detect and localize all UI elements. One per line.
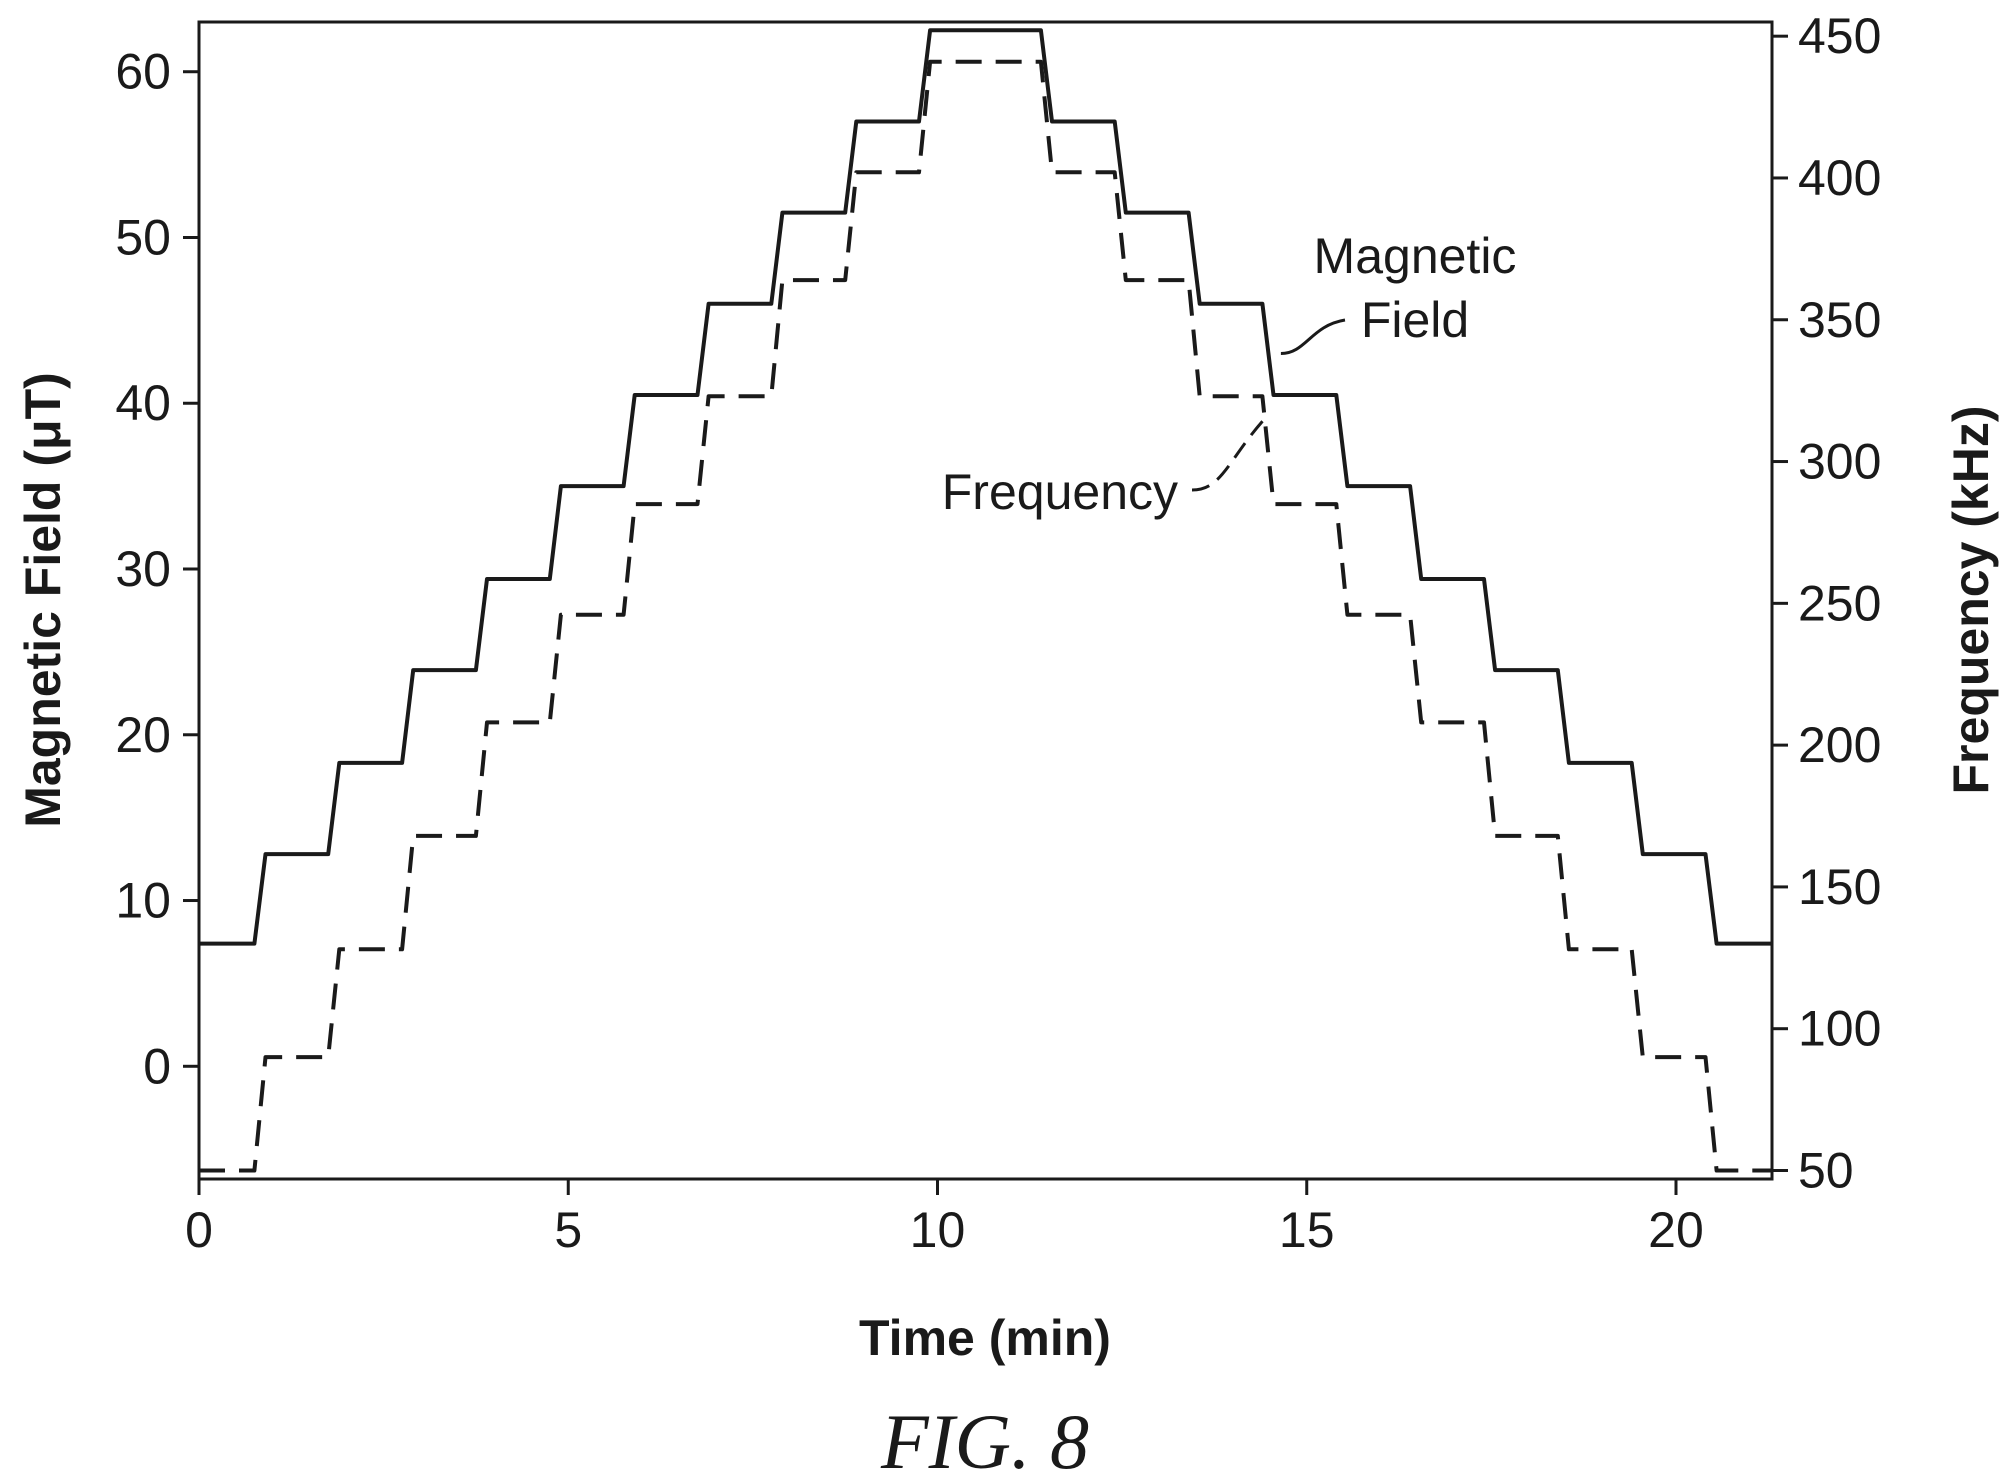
x-tick-label: 10 <box>910 1202 966 1258</box>
annotation-magnetic-label: Magnetic <box>1314 228 1517 284</box>
right-y-tick-label: 150 <box>1798 859 1881 915</box>
left-y-tick-label: 50 <box>115 209 171 265</box>
right-y-tick-label: 400 <box>1798 150 1881 206</box>
magnetic-field-leader-line <box>1280 318 1346 356</box>
x-tick-label: 20 <box>1648 1202 1704 1258</box>
x-tick-label: 5 <box>554 1202 582 1258</box>
right-y-tick-label: 300 <box>1798 434 1881 490</box>
annotation-layer: Magnetic Field Frequency <box>942 228 1517 520</box>
annotation-field-label: Field <box>1361 292 1469 348</box>
left-y-tick-label: 40 <box>115 375 171 431</box>
x-tick-label: 15 <box>1279 1202 1335 1258</box>
x-tick-label: 0 <box>185 1202 213 1258</box>
right-y-tick-label: 50 <box>1798 1142 1854 1198</box>
left-y-tick-label: 20 <box>115 707 171 763</box>
left-y-tick-label: 60 <box>115 44 171 100</box>
annotation-frequency-label: Frequency <box>942 464 1178 520</box>
right-y-tick-label: 350 <box>1798 292 1881 348</box>
plot-frame <box>197 20 1774 1181</box>
right-y-axis-title: Frequency (kHz) <box>1943 406 1999 795</box>
series-layer <box>199 28 1772 1173</box>
left-y-axis-title: Magnetic Field (μT) <box>15 372 71 828</box>
right-y-tick-label: 200 <box>1798 717 1881 773</box>
frequency-leader-line <box>1191 418 1266 492</box>
x-axis-title: Time (min) <box>859 1310 1111 1366</box>
right-y-tick-label: 100 <box>1798 1001 1881 1057</box>
right-y-tick-label: 450 <box>1798 8 1881 64</box>
axis-ticks: 0 5 10 15 2001020304050605010015020025030035… <box>115 8 1881 1258</box>
left-y-tick-label: 10 <box>115 873 171 929</box>
left-y-tick-label: 30 <box>115 541 171 597</box>
magnetic-field-line <box>199 28 1772 946</box>
figure-caption: FIG. 8 <box>880 1398 1089 1483</box>
frequency-line <box>199 59 1772 1173</box>
left-y-tick-label: 0 <box>143 1038 171 1094</box>
right-y-tick-label: 250 <box>1798 575 1881 631</box>
